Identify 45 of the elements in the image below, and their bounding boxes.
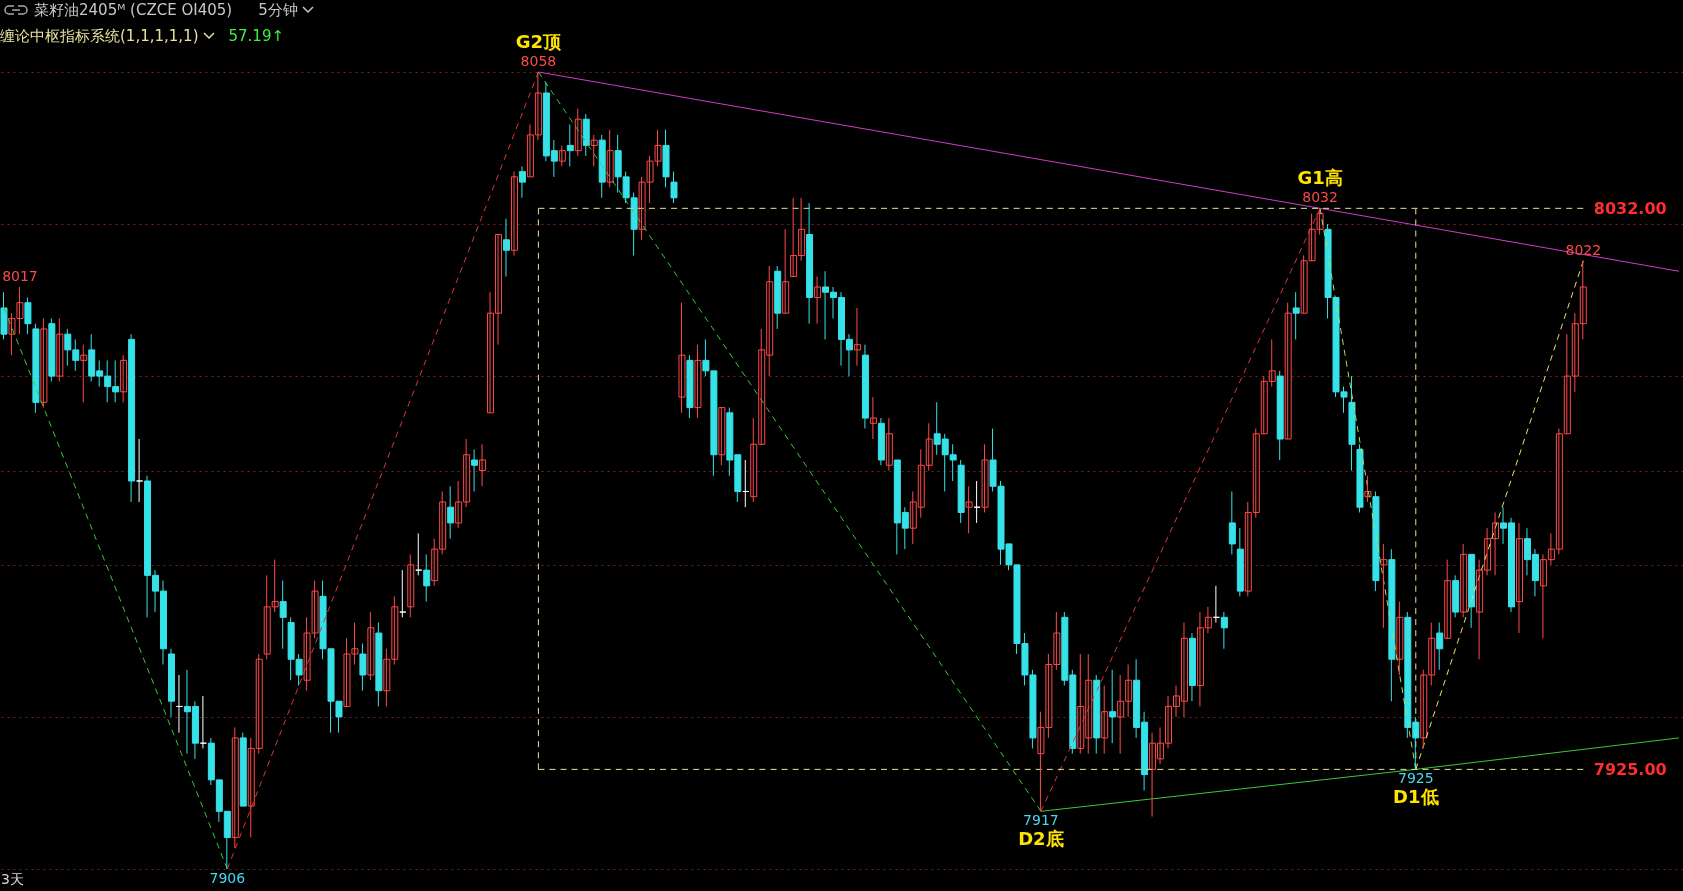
annotation: 7906: [209, 870, 246, 886]
candlestick: [558, 144, 566, 167]
annotation: 8022: [1565, 241, 1602, 258]
candlestick: [957, 459, 965, 524]
candlestick: [1380, 543, 1388, 629]
candlestick: [686, 354, 694, 419]
annotation: 8058: [520, 53, 557, 69]
candlestick: [80, 344, 88, 403]
annotation: 7925: [1397, 770, 1434, 787]
annotation: 8017: [2, 267, 38, 284]
candlestick: [981, 443, 989, 513]
y-tick-label: 7925.00: [1593, 759, 1667, 779]
text: 缠论中枢指标系统(1,1,1,1,1): [0, 26, 199, 46]
candlestick: [367, 611, 375, 681]
candlestick: [24, 296, 32, 335]
annotation: 8032: [1302, 189, 1338, 206]
annotation: D2底: [1018, 828, 1064, 850]
candlestick: [40, 317, 48, 409]
annotation: 7917: [1023, 812, 1059, 829]
candlestick: [965, 485, 973, 534]
candlestick: [1388, 548, 1396, 702]
candlestick: [1228, 490, 1236, 555]
candlestick: [1109, 669, 1117, 744]
candlestick: [678, 302, 686, 414]
chart-subtitle: 5分钟: [258, 0, 298, 20]
candlestick: [359, 643, 367, 692]
candlestick: [0, 291, 8, 340]
candlestick: [662, 129, 670, 188]
annotation: D1低: [1393, 786, 1439, 808]
y-tick-label: 8032.00: [1593, 198, 1667, 218]
candlestick: [1356, 443, 1364, 513]
candlestick: [1348, 375, 1356, 471]
candlestick: [718, 407, 726, 466]
candlestick: [375, 622, 383, 707]
candlestick: [1292, 291, 1300, 340]
candlestick: [1372, 490, 1380, 592]
candlestick: [694, 344, 702, 419]
chart-title: 菜籽油2405ᴹ (CZCE OI405): [34, 0, 233, 20]
candlestick: [32, 323, 40, 414]
candlestick: [670, 171, 678, 204]
text: 57.19↑: [228, 26, 285, 46]
candlestick: [423, 553, 431, 603]
annotation: G2顶: [515, 31, 563, 52]
text: 3天: [1, 871, 24, 887]
annotation: G1高: [1297, 167, 1343, 189]
